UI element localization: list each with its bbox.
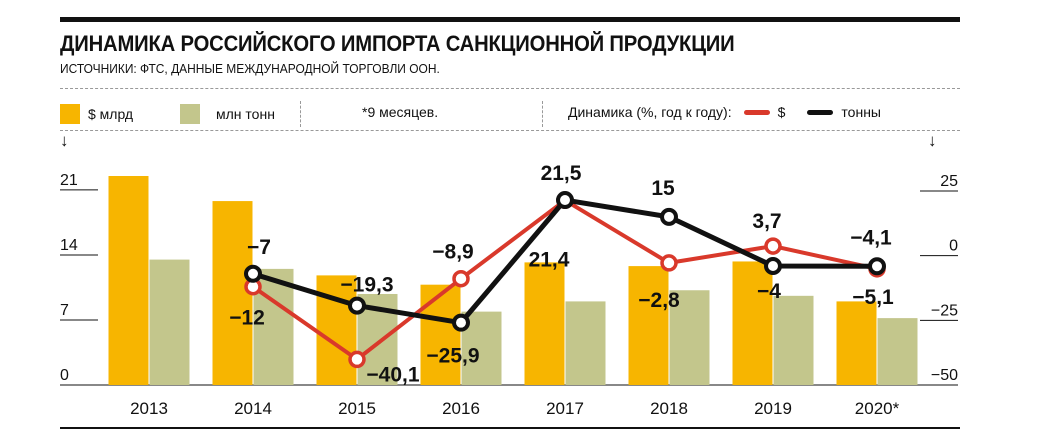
- tons-dynamics-point: [452, 313, 470, 332]
- tons-dynamics-label: −4: [757, 280, 781, 303]
- x-tick-label: 2016: [442, 399, 480, 418]
- bar-tons: [877, 318, 918, 385]
- legend-swatch-tons: [180, 104, 200, 124]
- usd-dynamics-point: [660, 254, 678, 272]
- legend-swatch-usd: [60, 104, 80, 124]
- bar-tons: [773, 295, 814, 385]
- left-axis-arrow: ↓: [60, 131, 69, 150]
- left-tick-label: 0: [60, 367, 69, 384]
- legend-note-label: *9 месяцев.: [362, 104, 439, 120]
- x-tick-label: 2020*: [855, 399, 900, 418]
- bottom-rule: [60, 427, 960, 429]
- legend-separator-1: [300, 101, 301, 127]
- tons-dynamics-point: [348, 296, 366, 315]
- tons-dynamics-label: −25,9: [426, 345, 479, 368]
- legend-line-usd-label: $: [777, 104, 786, 120]
- bar-tons: [669, 290, 710, 385]
- tons-dynamics-label: 21,5: [541, 162, 582, 185]
- bar-usd: [628, 266, 669, 385]
- bar-usd: [836, 301, 877, 385]
- legend-separator-2: [542, 101, 543, 127]
- tons-dynamics-point: [868, 257, 886, 276]
- legend-bar-usd-label: $ млрд: [88, 106, 134, 122]
- bar-usd: [108, 176, 149, 385]
- x-tick-label: 2013: [130, 399, 168, 418]
- usd-dynamics-label: −8,9: [432, 241, 473, 264]
- usd-dynamics-point: [452, 269, 470, 288]
- right-tick-label: −25: [931, 302, 958, 319]
- x-tick-label: 2014: [234, 399, 272, 418]
- left-tick-label: 14: [60, 237, 78, 254]
- top-rule: [60, 17, 960, 22]
- bar-usd: [212, 201, 253, 385]
- x-tick-label: 2019: [754, 399, 792, 418]
- tons-dynamics-point: [660, 207, 678, 226]
- legend-bar-usd: $ млрд: [60, 104, 133, 124]
- right-tick-label: −50: [931, 367, 958, 384]
- tons-dynamics-point: [556, 191, 574, 210]
- tons-dynamics-point: [244, 264, 262, 283]
- legend-line-usd-swatch: [743, 109, 770, 115]
- left-tick-label: 21: [60, 172, 78, 189]
- right-tick-label: 0: [949, 238, 958, 255]
- legend-bottom-divider: [60, 130, 960, 131]
- legend-bar-tons: млн тонн: [180, 104, 275, 124]
- tons-dynamics-label: −7: [247, 236, 271, 259]
- legend-dynamics: Динамика (%, год к году): $ тонны: [568, 104, 881, 120]
- left-tick-label: 7: [60, 302, 69, 319]
- usd-dynamics-label: −40,1: [366, 363, 419, 386]
- tons-dynamics-label: 15: [651, 177, 675, 200]
- tons-dynamics-label: −19,3: [340, 274, 393, 297]
- tons-dynamics-label: −4,1: [850, 226, 892, 249]
- bar-tons: [149, 259, 190, 385]
- usd-dynamics-label: −2,8: [638, 289, 680, 312]
- legend-line-tons-label: тонны: [841, 104, 881, 120]
- right-axis-arrow: ↓: [928, 131, 937, 150]
- x-tick-label: 2015: [338, 399, 376, 418]
- chart-title: ДИНАМИКА РОССИЙСКОГО ИМПОРТА САНКЦИОННОЙ…: [60, 31, 735, 56]
- usd-dynamics-label: 3,7: [752, 210, 781, 233]
- usd-dynamics-point: [348, 350, 366, 369]
- x-tick-label: 2018: [650, 399, 688, 418]
- legend-line-tons-swatch: [807, 109, 834, 115]
- usd-dynamics-label: 21,4: [529, 248, 570, 271]
- usd-dynamics-point: [764, 237, 782, 255]
- bar-tons: [565, 301, 606, 385]
- usd-dynamics-label: −12: [229, 307, 265, 330]
- legend-note: *9 месяцев.: [362, 104, 438, 120]
- tons-dynamics-point: [764, 257, 782, 276]
- bar-usd: [732, 261, 773, 385]
- legend-dynamics-label: Динамика (%, год к году):: [568, 104, 732, 120]
- usd-dynamics-label: −5,1: [852, 286, 894, 309]
- legend-bar-tons-label: млн тонн: [216, 106, 275, 122]
- chart-subtitle: ИСТОЧНИКИ: ФТС, ДАННЫЕ МЕЖДУНАРОДНОЙ ТОР…: [60, 61, 440, 76]
- bar-usd: [524, 262, 565, 385]
- legend: $ млрд млн тонн *9 месяцев. Динамика (%,…: [60, 101, 960, 127]
- right-tick-label: 25: [940, 173, 958, 190]
- x-tick-label: 2017: [546, 399, 584, 418]
- legend-top-divider: [60, 88, 960, 89]
- bar-usd: [420, 284, 461, 385]
- chart-frame: ДИНАМИКА РОССИЙСКОГО ИМПОРТА САНКЦИОННОЙ…: [60, 17, 960, 429]
